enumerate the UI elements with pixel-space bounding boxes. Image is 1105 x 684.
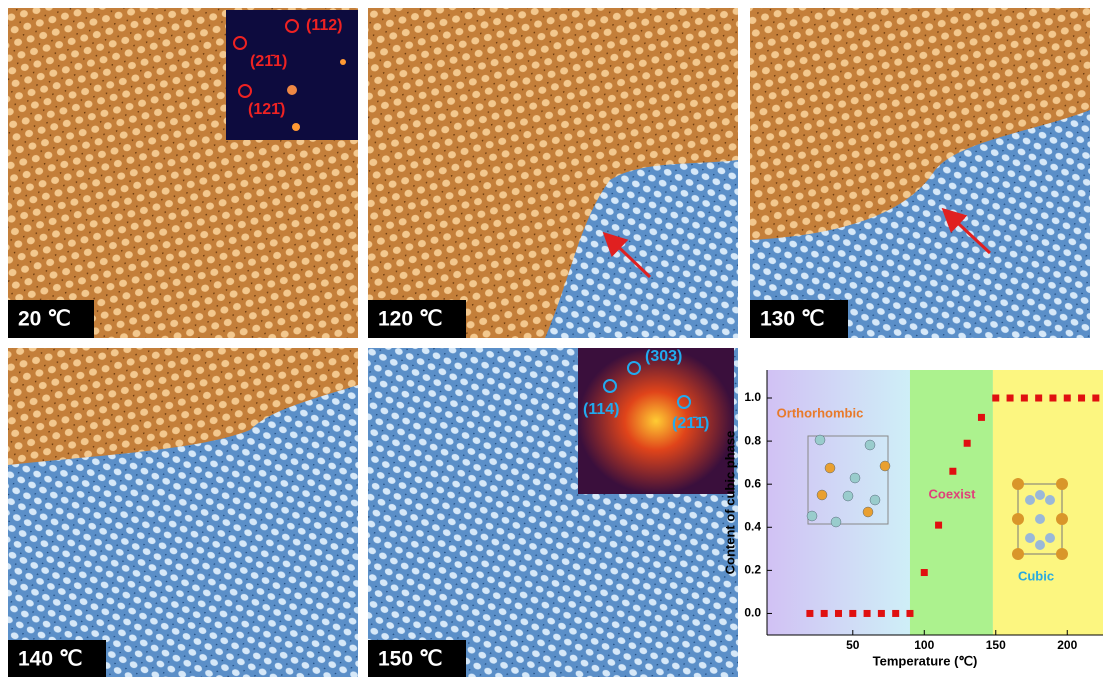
point (906, 610, 913, 617)
x-tick-label: 50 (846, 638, 860, 652)
panel-label: 130 ℃ (760, 308, 824, 331)
atom (1025, 495, 1035, 505)
atom (817, 490, 827, 500)
panel-label: 20 ℃ (18, 308, 71, 331)
point (1092, 395, 1099, 402)
panel-120: 120 ℃ (368, 8, 738, 338)
inset-label: (114) (583, 401, 619, 418)
inset-label: (21̄1) (250, 53, 287, 70)
atom (1056, 513, 1068, 525)
x-axis-label: Temperature (℃) (873, 653, 978, 668)
atom (870, 495, 880, 505)
panel-140: 140 ℃ (8, 348, 358, 677)
inset-label: (303) (645, 348, 682, 365)
region-label: Cubic (1018, 568, 1054, 583)
panel-150: (303) (114) (21̄1̄) 150 ℃ (368, 348, 738, 677)
y-tick-label: 1.0 (744, 390, 761, 404)
point (821, 610, 828, 617)
atom (1025, 533, 1035, 543)
y-axis-label: Content of cubic phase (722, 431, 737, 575)
point (1035, 395, 1042, 402)
atom (807, 511, 817, 521)
point (992, 395, 999, 402)
atom (1056, 478, 1068, 490)
atom (880, 461, 890, 471)
atom (863, 507, 873, 517)
y-tick-label: 0.2 (744, 563, 761, 577)
point (864, 610, 871, 617)
point (1021, 395, 1028, 402)
point (835, 610, 842, 617)
point (1078, 395, 1085, 402)
panel-20: (112) (21̄1) (121̄) 20 ℃ (8, 8, 358, 338)
atom (1012, 513, 1024, 525)
region-label: Orthorhombic (777, 405, 864, 420)
point (1049, 395, 1056, 402)
panel-label: 140 ℃ (18, 648, 82, 671)
atom (831, 517, 841, 527)
figure: (112) (21̄1) (121̄) 20 ℃ 120 ℃ 130 ℃ 140… (0, 0, 1105, 679)
panel-label: 150 ℃ (378, 648, 442, 671)
y-tick-label: 0.4 (744, 519, 761, 533)
x-tick-label: 200 (1057, 638, 1077, 652)
panel-130: 130 ℃ (750, 8, 1090, 338)
y-tick-label: 0.6 (744, 476, 761, 490)
atom (1012, 478, 1024, 490)
atom (865, 440, 875, 450)
inset-label: (121̄) (248, 101, 285, 118)
point (806, 610, 813, 617)
point (921, 569, 928, 576)
atom (843, 491, 853, 501)
atom (1035, 490, 1045, 500)
phase-region (910, 370, 993, 635)
point (964, 440, 971, 447)
point (878, 610, 885, 617)
point (949, 468, 956, 475)
point (935, 522, 942, 529)
point (892, 610, 899, 617)
atom (1045, 533, 1055, 543)
atom (850, 473, 860, 483)
inset-label: (21̄1̄) (672, 415, 709, 432)
atom (1045, 495, 1055, 505)
atom (1012, 548, 1024, 560)
chart: Orthorhombic Coexist Cubic 50 100 150 200 0.0 0.… (722, 370, 1103, 668)
atom (1035, 514, 1045, 524)
point (849, 610, 856, 617)
x-tick-label: 100 (914, 638, 934, 652)
atom (1035, 540, 1045, 550)
point (1007, 395, 1014, 402)
inset-label: (112) (306, 17, 342, 34)
x-tick-label: 150 (986, 638, 1006, 652)
atom (815, 435, 825, 445)
panel-label: 120 ℃ (378, 308, 442, 331)
region-label: Coexist (929, 486, 977, 501)
point (1064, 395, 1071, 402)
atom (1056, 548, 1068, 560)
point (978, 414, 985, 421)
y-tick-label: 0.8 (744, 433, 761, 447)
y-tick-label: 0.0 (744, 606, 761, 620)
atom (825, 463, 835, 473)
